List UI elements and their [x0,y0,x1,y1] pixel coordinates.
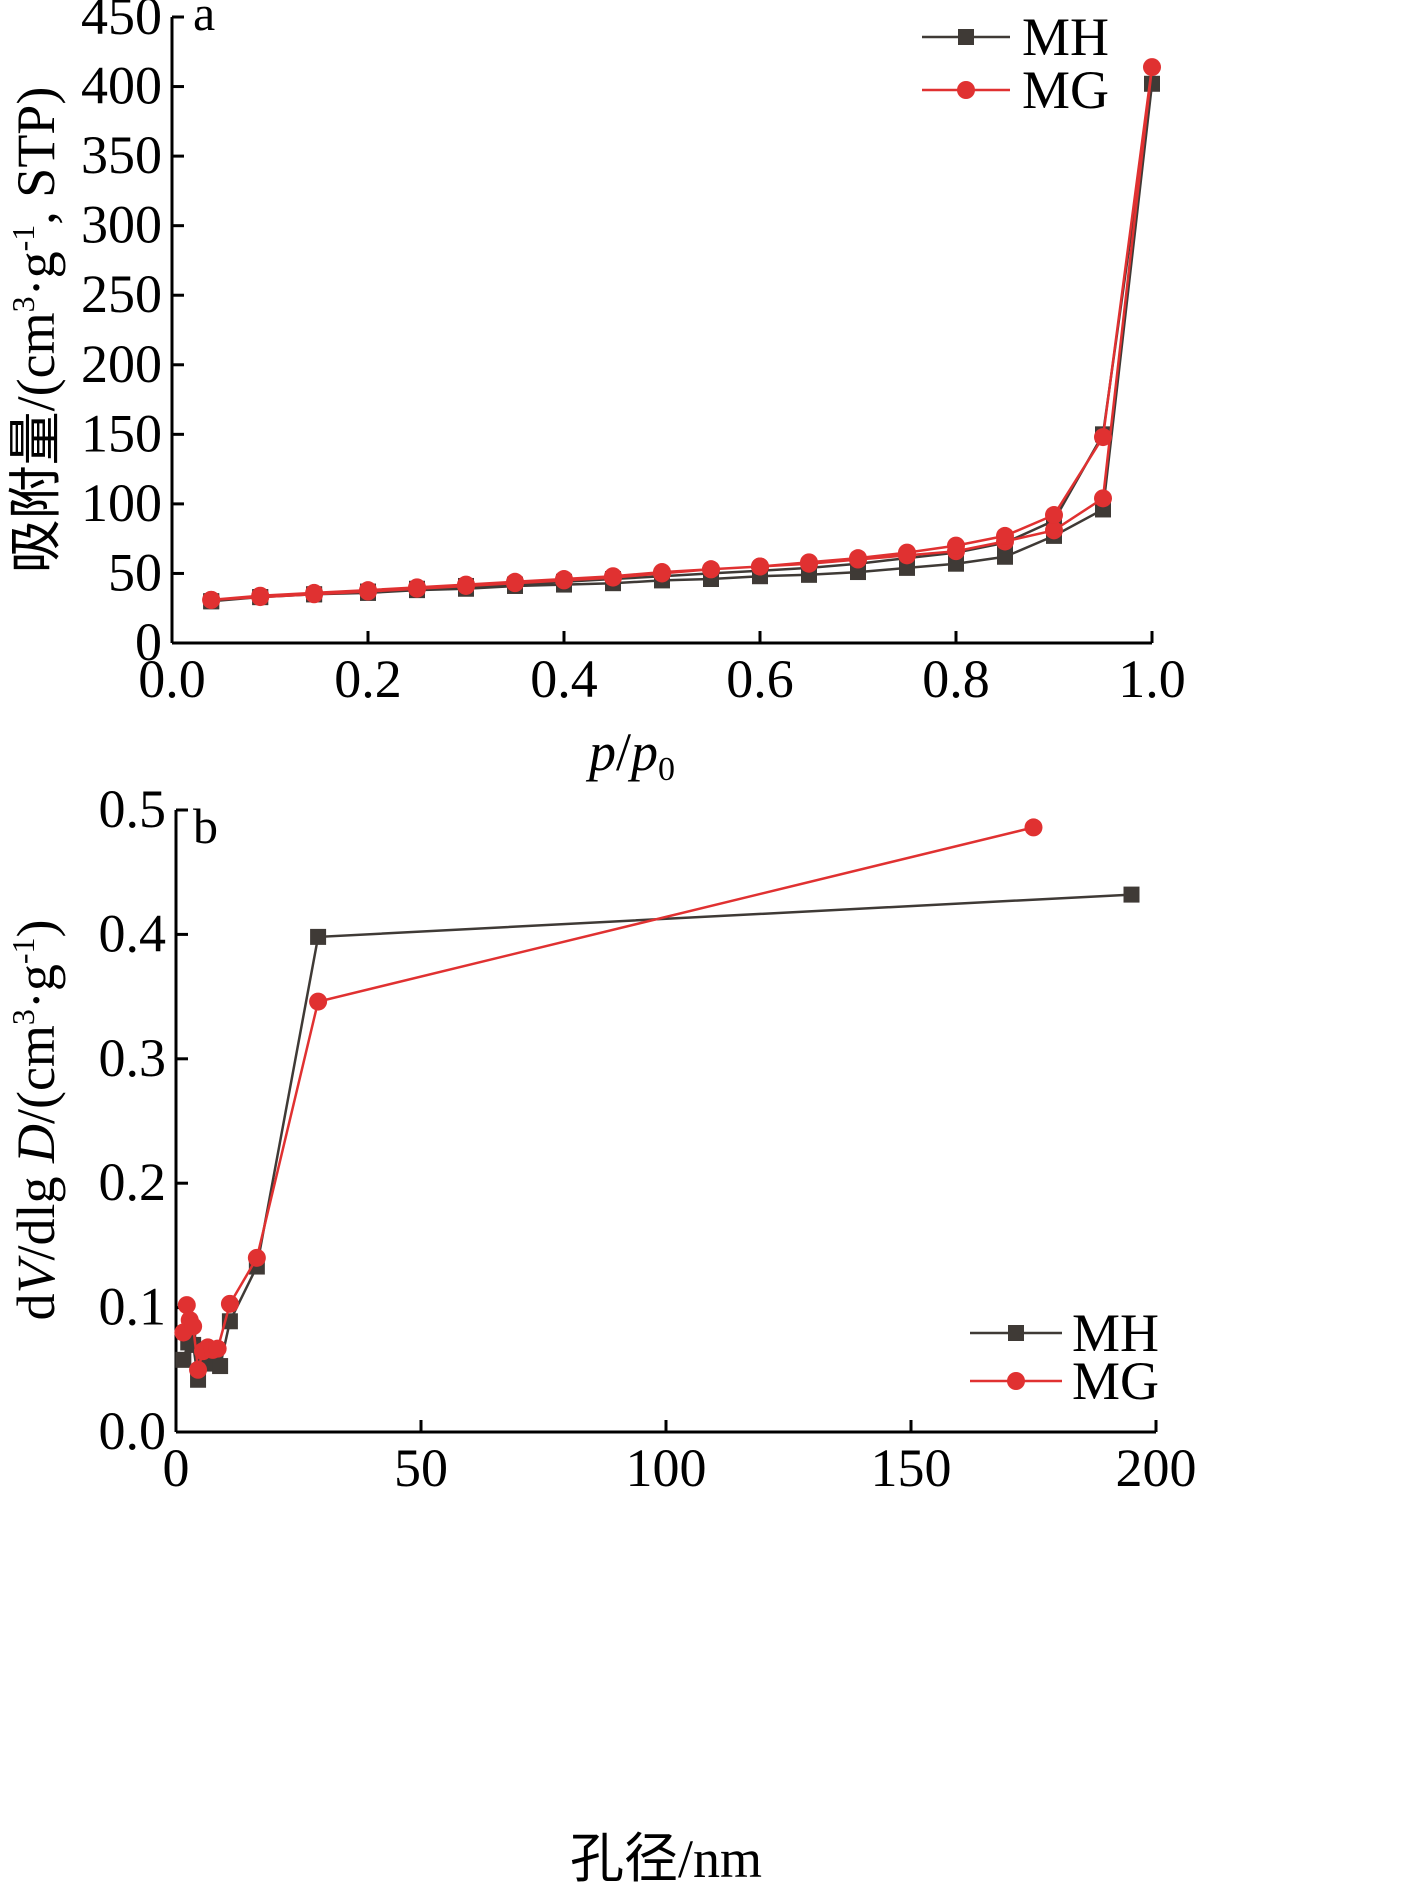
y-tick-label: 350 [81,125,162,185]
series-line-mg [211,66,1154,602]
data-point-mg [555,571,573,590]
x-axis-title: 孔径/nm [570,1829,762,1889]
y-tick-label: 300 [81,195,162,255]
y-axis-title: 吸附量/(cm3·g-1, STP) [5,87,66,574]
series-line-mg [182,826,1034,1371]
legend-marker-mg [957,81,975,99]
data-point-mg [898,543,916,562]
legend-label-mh: MH [1072,1303,1159,1363]
data-point-mh [1123,886,1140,903]
y-tick-label: 100 [81,473,162,533]
data-point-mg [653,564,671,583]
x-tick-label: 1.0 [1118,649,1186,709]
x-tick-label: 200 [1116,1438,1197,1498]
data-point-mg [309,992,328,1011]
x-tick-label: 0.0 [138,649,206,709]
data-point-mg [1094,428,1112,447]
y-tick-label: 450 [81,0,162,46]
data-point-mg [1024,818,1043,837]
data-point-mg [947,536,965,555]
data-point-mg [202,590,221,609]
data-point-mg [408,579,426,598]
x-axis-title: p/p0 [585,722,675,788]
y-tick-label: 200 [81,334,162,394]
y-tick-label: 0.0 [99,1401,167,1461]
legend-label-mg: MG [1072,1351,1159,1411]
data-point-mh [1144,75,1160,92]
data-point-mh [175,1351,192,1368]
y-tick-label: 0.5 [99,779,167,839]
data-point-mh [310,928,327,945]
data-point-mg [751,557,769,576]
y-tick-label: 0.1 [99,1277,167,1337]
legend-label-mh: MH [1022,7,1109,67]
y-tick-label: 0.4 [99,903,167,963]
data-point-mg [184,1317,203,1336]
x-tick-label: 0.2 [334,649,402,709]
x-tick-label: 150 [871,1438,952,1498]
x-tick-label: 0 [163,1438,190,1498]
data-point-mg [996,526,1014,545]
y-tick-label: 0 [135,612,162,672]
y-tick-label: 150 [81,403,162,463]
data-point-mg [247,1248,266,1267]
data-point-mg [177,1296,196,1315]
y-tick-label: 0.3 [99,1028,167,1088]
data-point-mg [1143,58,1161,77]
x-tick-label: 0.6 [726,649,794,709]
data-point-mg [1094,489,1112,508]
data-point-mg [189,1360,208,1379]
x-tick-label: 0.8 [922,649,990,709]
x-tick-label: 100 [626,1438,707,1498]
data-point-mg [800,553,818,572]
data-point-mg [208,1339,227,1358]
y-tick-label: 250 [81,264,162,324]
data-point-mg [1045,506,1063,525]
y-tick-label: 0.2 [99,1152,167,1212]
data-point-mg [457,576,475,595]
data-point-mg [604,568,622,587]
series-mh [175,886,1140,1388]
data-point-mh [997,548,1013,565]
legend-marker-mg [1007,1372,1025,1390]
series-line-mh [211,83,1154,603]
data-point-mg [305,585,324,604]
legend-label-mg: MG [1022,60,1109,120]
data-point-mg [359,582,377,601]
panel-label: a [193,0,215,41]
series-mg [202,58,1161,609]
legend-marker-mh [1008,1325,1024,1341]
panel-a-adsorption-isotherm: 0 50 100 150 200 250 300 350 400 450 0.0 0.2 0.4 0.6 0… [5,0,1186,788]
series-mh [203,75,1160,610]
data-point-mg [506,574,524,593]
x-tick-label: 0.4 [530,649,598,709]
y-axis-title: dV/dlg D/(cm3·g-1) [5,919,66,1320]
x-tick-label: 50 [394,1438,448,1498]
legend-marker-mh [958,29,974,45]
y-tick-label: 400 [81,56,162,116]
data-point-mg [220,1294,239,1313]
data-point-mh [212,1358,229,1375]
data-point-mg [849,549,867,568]
series-line-mh [182,893,1132,1385]
data-point-mg [702,560,720,579]
data-point-mg [251,588,270,607]
data-point-mg [1045,521,1063,540]
panel-label: b [193,798,218,854]
series-mg [174,818,1043,1379]
y-tick-label: 50 [108,542,162,602]
